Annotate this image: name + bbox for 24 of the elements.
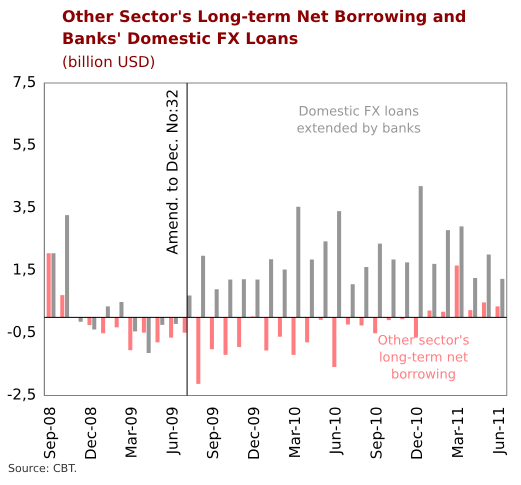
x-tick-label: Dec-10 xyxy=(408,406,426,460)
text: Domestic FX loans extended by banks xyxy=(296,104,422,136)
y-tick-label: 7,5 xyxy=(12,72,36,91)
x-tick-label: Mar-11 xyxy=(449,406,468,458)
x-tick-label: Jun-10 xyxy=(326,406,345,456)
ref-line-label: Amend. to Dec. No:32 xyxy=(163,89,182,255)
y-tick-label: 5,5 xyxy=(12,135,36,154)
series-label: Other sector's long-term net borrowing xyxy=(378,333,470,382)
x-tick-label: Sep-10 xyxy=(367,406,386,460)
x-tick-label: Sep-09 xyxy=(204,406,222,460)
y-tick-label: 3,5 xyxy=(12,198,36,216)
x-tick-label: Mar-10 xyxy=(286,406,304,458)
chart-subtitle: (billion USD) xyxy=(62,53,156,71)
source-note: Source: CBT. xyxy=(8,462,78,475)
x-tick-label: Dec-08 xyxy=(82,406,100,460)
x-tick-label: Jun-09 xyxy=(163,406,182,456)
y-tick-label: 1,5 xyxy=(12,260,36,278)
x-tick-label: Jun-11 xyxy=(490,406,508,456)
y-tick-label: -0,5 xyxy=(6,322,36,341)
x-tick-label: Mar-09 xyxy=(122,406,141,458)
x-tick-label: Dec-09 xyxy=(244,406,263,460)
x-tick-label: Sep-08 xyxy=(40,406,59,460)
y-tick-label: -2,5 xyxy=(6,385,36,404)
chart-title: Other Sector's Long-term Net Borrowing and Banks' Domestic FX Loans xyxy=(62,6,468,50)
